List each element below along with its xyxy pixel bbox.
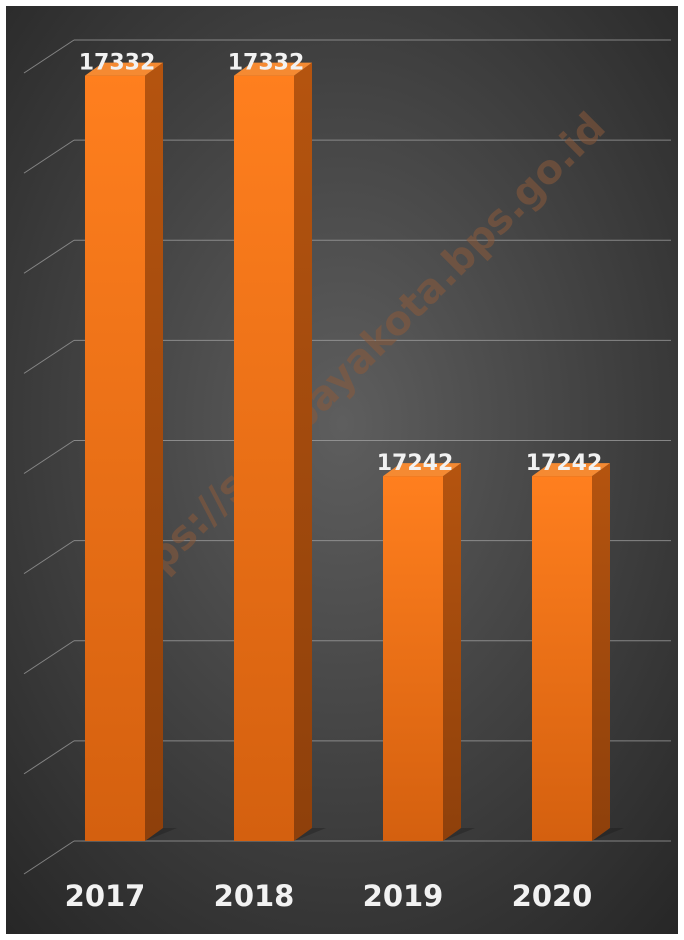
bar-2019 [383,476,443,841]
category-label-2017: 2017 [65,879,146,913]
bar-2017 [85,75,145,842]
category-label-2019: 2019 [363,879,444,913]
bar-top [234,62,312,76]
gridline-diagonal [23,239,75,274]
bar-top [532,463,610,477]
data-label-2019: 17242 [377,451,454,476]
bar-top [383,463,461,477]
bars [85,62,624,842]
category-label-2020: 2020 [512,879,593,913]
bar-side [294,62,312,842]
gridline-diagonal [23,339,75,374]
bar-2020 [532,476,592,841]
category-labels: 2017 2018 2019 2020 [65,879,593,913]
bar-side [443,463,461,841]
data-label-2018: 17332 [228,51,305,76]
gridline-diagonal [23,640,75,675]
gridline-diagonal [23,540,75,575]
gridline-diagonal [23,39,75,74]
data-labels: 17332 17332 17242 17242 [79,51,603,477]
category-label-2018: 2018 [214,879,295,913]
gridline-diagonal [23,440,75,474]
gridline-diagonal [23,139,75,174]
chart-container: https://surabayakota.bps.go.id 17332 1733… [6,6,678,934]
bar-top [85,62,163,76]
bar-2018 [234,75,294,842]
data-label-2020: 17242 [526,451,603,476]
bar-side [145,62,163,842]
data-label-2017: 17332 [79,51,156,76]
gridline-diagonal [23,840,75,875]
bar-side [592,463,610,841]
bar-chart: https://surabayakota.bps.go.id 17332 1733… [6,6,678,934]
gridline-diagonal [23,740,75,775]
